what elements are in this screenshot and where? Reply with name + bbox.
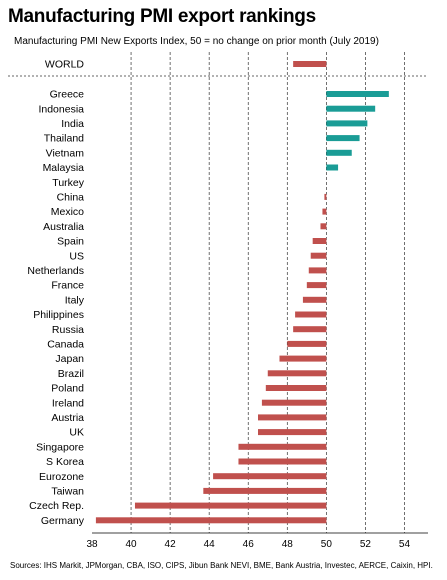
tick-label-42: 42: [165, 539, 177, 550]
bar-28: [134, 502, 327, 509]
bar-chart: WORLD Greece Indonesia India Thailand Vietnam…: [8, 52, 428, 550]
category-label-27: Taiwan: [51, 486, 84, 498]
gridlines: [8, 52, 427, 533]
category-label-6: Turkey: [52, 177, 84, 189]
category-label-17: Canada: [47, 339, 84, 351]
bar-26: [213, 473, 327, 480]
bar-8: [322, 208, 327, 215]
category-label-28: Czech Rep.: [29, 500, 84, 512]
category-label-26: Eurozone: [39, 471, 84, 483]
bar-14: [302, 296, 327, 303]
bar-29: [95, 517, 327, 524]
category-label-23: UK: [69, 427, 84, 439]
category-label-18: Japan: [55, 353, 84, 365]
tick-label-52: 52: [360, 539, 372, 550]
bar-10: [312, 238, 327, 244]
category-label-20: Poland: [51, 383, 84, 395]
category-label-11: US: [69, 250, 84, 262]
bar-17: [287, 340, 327, 347]
category-label-2: India: [61, 118, 84, 130]
category-label-15: Philippines: [33, 309, 84, 321]
category-label-5: Malaysia: [43, 162, 85, 174]
category-label-1: Indonesia: [38, 103, 84, 115]
category-label-22: Austria: [51, 412, 84, 424]
tick-label-46: 46: [243, 539, 255, 550]
bar-16: [293, 326, 327, 333]
x-axis: 38 40 42 44 46 48 50 52 54: [86, 532, 428, 550]
bar-11: [310, 252, 327, 259]
bars: [95, 61, 389, 524]
bar-2: [326, 120, 368, 127]
category-label-13: France: [51, 280, 84, 292]
category-label-19: Brazil: [58, 368, 84, 380]
category-label-16: Russia: [52, 324, 84, 336]
category-label-24: Singapore: [36, 441, 84, 453]
category-label-14: Italy: [65, 294, 85, 306]
bar-18: [279, 355, 327, 362]
bar-world: [293, 61, 327, 67]
bar-20: [265, 385, 327, 391]
category-label-10: Spain: [57, 236, 84, 248]
bar-24: [238, 443, 327, 450]
category-label-21: Ireland: [52, 397, 84, 409]
chart-subtitle: Manufacturing PMI New Exports Index, 50 …: [14, 36, 379, 47]
bar-23: [258, 429, 327, 436]
category-label-7: China: [57, 192, 85, 204]
bar-5: [326, 164, 339, 171]
bar-3: [326, 135, 360, 142]
tick-label-38: 38: [86, 539, 98, 550]
bar-22: [258, 414, 327, 421]
category-labels: WORLD Greece Indonesia India Thailand Vietnam…: [27, 59, 84, 527]
category-label-29: Germany: [41, 515, 85, 527]
bar-21: [261, 399, 327, 406]
bar-15: [295, 311, 327, 318]
bar-27: [203, 487, 327, 494]
bar-7: [324, 193, 327, 200]
chart-title: Manufacturing PMI export rankings: [8, 6, 316, 27]
category-label-25: S Korea: [46, 456, 84, 468]
category-label-3: Thailand: [44, 133, 84, 145]
bar-19: [267, 370, 327, 377]
category-label-12: Netherlands: [27, 265, 84, 277]
bar-9: [320, 223, 327, 230]
bar-13: [306, 282, 327, 289]
tick-label-44: 44: [204, 539, 216, 550]
bar-0: [326, 91, 389, 97]
bar-4: [326, 149, 352, 156]
bar-1: [326, 105, 376, 112]
bar-12: [308, 267, 327, 274]
tick-label-50: 50: [321, 539, 333, 550]
category-label-9: Australia: [43, 221, 84, 233]
category-label-4: Vietnam: [46, 147, 85, 159]
category-label-8: Mexico: [51, 206, 84, 218]
tick-label-40: 40: [125, 539, 137, 550]
bar-25: [238, 458, 327, 465]
category-label-0: Greece: [50, 89, 85, 101]
tick-label-54: 54: [399, 539, 411, 550]
category-label-world: WORLD: [45, 59, 85, 71]
sources-note: Sources: IHS Markit, JPMorgan, CBA, ISO,…: [10, 561, 433, 570]
tick-label-48: 48: [282, 539, 294, 550]
